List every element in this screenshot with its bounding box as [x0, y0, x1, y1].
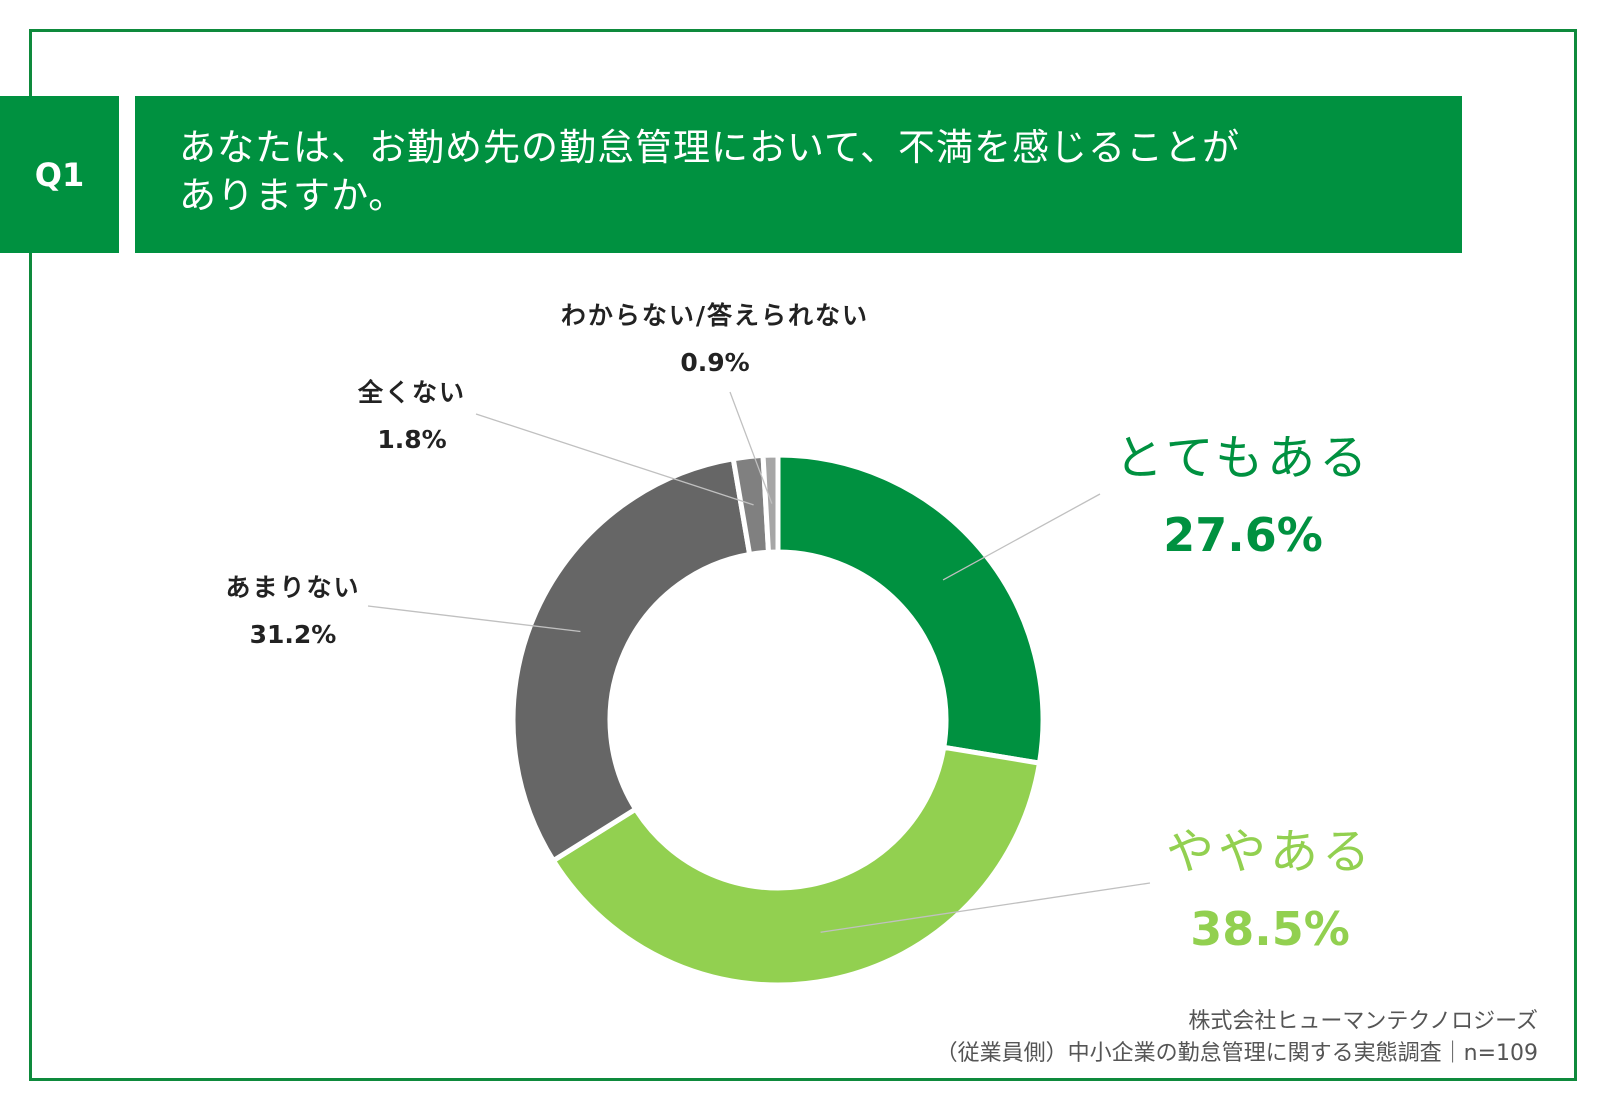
chart-frame	[29, 29, 1577, 1081]
slice-label-name: とてもある	[1114, 430, 1372, 486]
source-line-2: （従業員側）中小企業の勤怠管理に関する実態調査｜n=109	[935, 1041, 1538, 1066]
source-line-1: 株式会社ヒューマンテクノロジーズ	[1188, 1009, 1538, 1034]
leader-line-3	[475, 413, 754, 506]
slice-label-value: 0.9%	[680, 348, 750, 377]
donut-slice-1	[549, 744, 1043, 988]
leader-line-4	[729, 391, 773, 504]
label-yaya-aru: ややある 38.5%	[1120, 812, 1420, 956]
leader-line-0	[942, 493, 1101, 581]
label-wakaranai: わからない/答えられない 0.9%	[530, 296, 900, 377]
slice-label-value: 38.5%	[1190, 902, 1350, 956]
slice-label-name: ややある	[1165, 824, 1374, 880]
slice-label-value: 1.8%	[377, 425, 447, 454]
question-text-line-1: あなたは、お勤め先の勤怠管理において、不満を感じることが	[179, 126, 1241, 169]
slice-label-name: 全くない	[357, 378, 466, 407]
leader-line-1	[820, 882, 1151, 933]
slice-label-value: 27.6%	[1163, 508, 1323, 562]
label-totemo-aru: とてもある 27.6%	[1098, 418, 1388, 562]
slice-label-value: 31.2%	[249, 620, 337, 649]
source-note: 株式会社ヒューマンテクノロジーズ （従業員側）中小企業の勤怠管理に関する実態調査…	[936, 1006, 1538, 1070]
donut-slice-0	[775, 452, 1046, 766]
leader-line-2	[367, 605, 581, 633]
question-number-badge: Q1	[0, 96, 119, 253]
question-text-line-2: ありますか。	[179, 174, 407, 217]
question-banner: あなたは、お勤め先の勤怠管理において、不満を感じることが ありますか。	[135, 96, 1462, 253]
donut-slice-2	[510, 455, 753, 865]
label-mattaku-nai: 全くない 1.8%	[337, 373, 487, 454]
slice-label-name: わからない/答えられない	[560, 301, 870, 330]
donut-slice-4	[760, 452, 781, 555]
label-amari-nai: あまりない 31.2%	[203, 568, 383, 649]
slice-label-name: あまりない	[225, 573, 361, 602]
